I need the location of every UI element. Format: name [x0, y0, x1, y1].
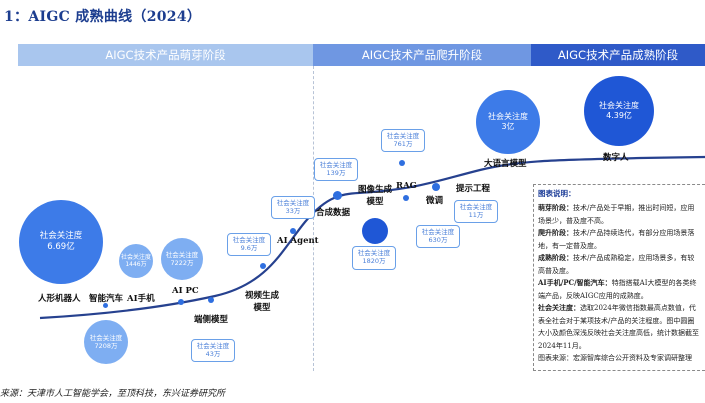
- bubble-label: 社会关注度: [165, 250, 199, 259]
- bubble-value: 1446万: [125, 261, 147, 268]
- product-label-prompt-engineering: 提示工程: [456, 184, 491, 194]
- stage-divider: [313, 66, 314, 371]
- box-label: 社会关注度: [386, 131, 420, 140]
- attention-box-edge-model: 社会关注度 43万: [191, 339, 235, 362]
- legend-item: 爬升阶段：技术/产品持续迭代，有部分应用场景落地，有一定普及度。: [538, 227, 701, 252]
- attention-box-synthetic-data: 社会关注度 139万: [314, 158, 358, 181]
- attention-bubble-smart-car: 社会关注度 7208万: [84, 320, 128, 364]
- box-label: 社会关注度: [421, 227, 455, 236]
- box-label: 社会关注度: [196, 341, 230, 350]
- box-value: 761万: [393, 139, 413, 148]
- stage-band-mature: AIGC技术产品成熟阶段: [531, 44, 705, 66]
- product-label-smart-car: 智能汽车: [89, 294, 124, 304]
- product-label-rag: RAG: [396, 181, 417, 191]
- legend-panel: 图表说明： 萌芽阶段：技术/产品处于早期，推出时间短，应用场景少，普及度不高。 …: [533, 184, 705, 371]
- bubble-value: 6.69亿: [47, 242, 75, 252]
- legend-item: 社会关注度：选取2024年微信指数最高点数值，代表全社会对于某项技术/产品的关注…: [538, 302, 701, 352]
- curve-point-rag: [399, 160, 405, 166]
- source-note: 来源：天津市人工智能学会，至顶科技，东兴证券研究所: [0, 389, 226, 399]
- box-value: 33万: [285, 206, 301, 215]
- curve-point-video-generation: [260, 263, 266, 269]
- legend-item-head: AI手机/PC/智能汽车：: [538, 278, 612, 287]
- bubble-label: 社会关注度: [39, 231, 83, 242]
- legend-item-head: 萌芽阶段：: [538, 203, 573, 212]
- curve-point-ai-agent: [290, 228, 296, 234]
- legend-item: 萌芽阶段：技术/产品处于早期，推出时间短，应用场景少，普及度不高。: [538, 202, 701, 227]
- product-label-ai-pc: AI PC: [172, 286, 199, 296]
- legend-item: 成熟阶段：技术/产品成熟稳定，应用场景多，有较高普及度。: [538, 252, 701, 277]
- bubble-label: 社会关注度: [120, 253, 151, 261]
- bubble-label: 社会关注度: [488, 112, 528, 121]
- box-label: 社会关注度: [357, 249, 391, 258]
- attention-bubble-humanoid-robot: 社会关注度 6.69亿: [19, 200, 103, 284]
- product-label-image-generation: 图像生成 模型: [358, 185, 393, 207]
- curve-point-smart-car: [103, 303, 108, 308]
- box-value: 1820万: [362, 257, 386, 265]
- legend-item-text: 技术/产品持续迭代，有部分应用场景落地，有一定普及度。: [538, 229, 695, 250]
- product-label-edge-model: 端侧模型: [194, 315, 229, 325]
- attention-box-image-generation: 社会关注度 1820万: [352, 246, 396, 270]
- stage-band-emerging: AIGC技术产品萌芽阶段: [18, 44, 313, 66]
- product-label-video-generation: 视频生成 模型: [245, 291, 280, 313]
- legend-item: AI手机/PC/智能汽车：特指搭载AI大模型的各类终端产品，反映AIGC应用的成…: [538, 277, 701, 302]
- attention-box-rag: 社会关注度 761万: [381, 129, 425, 152]
- curve-point-fine-tuning: [403, 195, 409, 201]
- attention-bubble-digital-human: 社会关注度 4.39亿: [584, 76, 654, 146]
- attention-box-video-generation: 社会关注度 9.6万: [227, 233, 271, 256]
- box-value: 43万: [205, 349, 221, 358]
- product-label-synthetic-data: 合成数据: [316, 208, 351, 218]
- bubble-value: 3亿: [501, 122, 515, 131]
- stage-label: AIGC技术产品爬升阶段: [361, 48, 483, 62]
- bubble-value: 7222万: [170, 259, 194, 267]
- curve-point-prompt-engineering: [432, 183, 440, 191]
- legend-item-head: 成熟阶段：: [538, 253, 573, 262]
- stage-label: AIGC技术产品成熟阶段: [557, 48, 679, 62]
- product-label-ai-agent: AI Agent: [277, 236, 319, 246]
- bubble-label: 社会关注度: [599, 101, 639, 110]
- bubble-value: 4.39亿: [606, 111, 632, 120]
- attention-box-ai-agent: 社会关注度 33万: [271, 196, 315, 219]
- legend-item-head: 爬升阶段：: [538, 228, 573, 237]
- legend-source: 图表来源：宏源智库综合公开资料及专家调研整理: [538, 354, 692, 362]
- attention-bubble-ai-pc: 社会关注度 7222万: [161, 238, 203, 280]
- product-label-digital-human: 数字人: [603, 153, 629, 163]
- attention-bubble-ai-phone: 社会关注度 1446万: [119, 244, 153, 278]
- box-label: 社会关注度: [276, 198, 310, 207]
- box-value: 139万: [326, 168, 346, 177]
- bubble-label: 社会关注度: [89, 333, 123, 342]
- product-label-fine-tuning: 微调: [426, 196, 444, 206]
- product-label-humanoid-robot: 人形机器人: [38, 294, 81, 304]
- attention-box-prompt-engineering: 社会关注度 11万: [454, 200, 498, 223]
- product-label-ai-phone: AI手机: [127, 294, 155, 304]
- box-value: 11万: [468, 210, 484, 219]
- legend-title: 图表说明：: [538, 189, 576, 198]
- box-value: 9.6万: [240, 243, 258, 252]
- box-label: 社会关注度: [232, 235, 266, 244]
- legend-item-text: 选取2024年微信指数最高点数值，代表全社会对于某项技术/产品的关注程度。图中圆…: [538, 304, 699, 350]
- stage-band-climbing: AIGC技术产品爬升阶段: [313, 44, 531, 66]
- legend-item-text: 技术/产品处于早期，推出时间短，应用场景少，普及度不高。: [538, 204, 695, 225]
- legend-item-text: 特指搭载AI大模型的各类终端产品，反映AIGC应用的成熟度。: [538, 279, 697, 300]
- attention-box-fine-tuning: 社会关注度 630万: [416, 225, 460, 248]
- box-value: 630万: [428, 235, 448, 244]
- curve-point-ai-pc: [178, 299, 184, 305]
- curve-point-synthetic-data: [333, 191, 342, 200]
- legend-item-head: 社会关注度：: [538, 303, 580, 312]
- box-label: 社会关注度: [319, 160, 353, 169]
- box-label: 社会关注度: [459, 202, 493, 211]
- curve-point-edge-model: [208, 297, 214, 303]
- attention-dot-image-generation: [362, 218, 388, 244]
- product-label-llm: 大语言模型: [484, 159, 527, 169]
- attention-bubble-llm: 社会关注度 3亿: [476, 90, 540, 154]
- legend-item-text: 技术/产品成熟稳定，应用场景多，有较高普及度。: [538, 254, 695, 275]
- stage-label: AIGC技术产品萌芽阶段: [105, 48, 226, 62]
- bubble-value: 7208万: [94, 342, 118, 350]
- chart-title: 1：AIGC 成熟曲线（2024）: [4, 9, 202, 25]
